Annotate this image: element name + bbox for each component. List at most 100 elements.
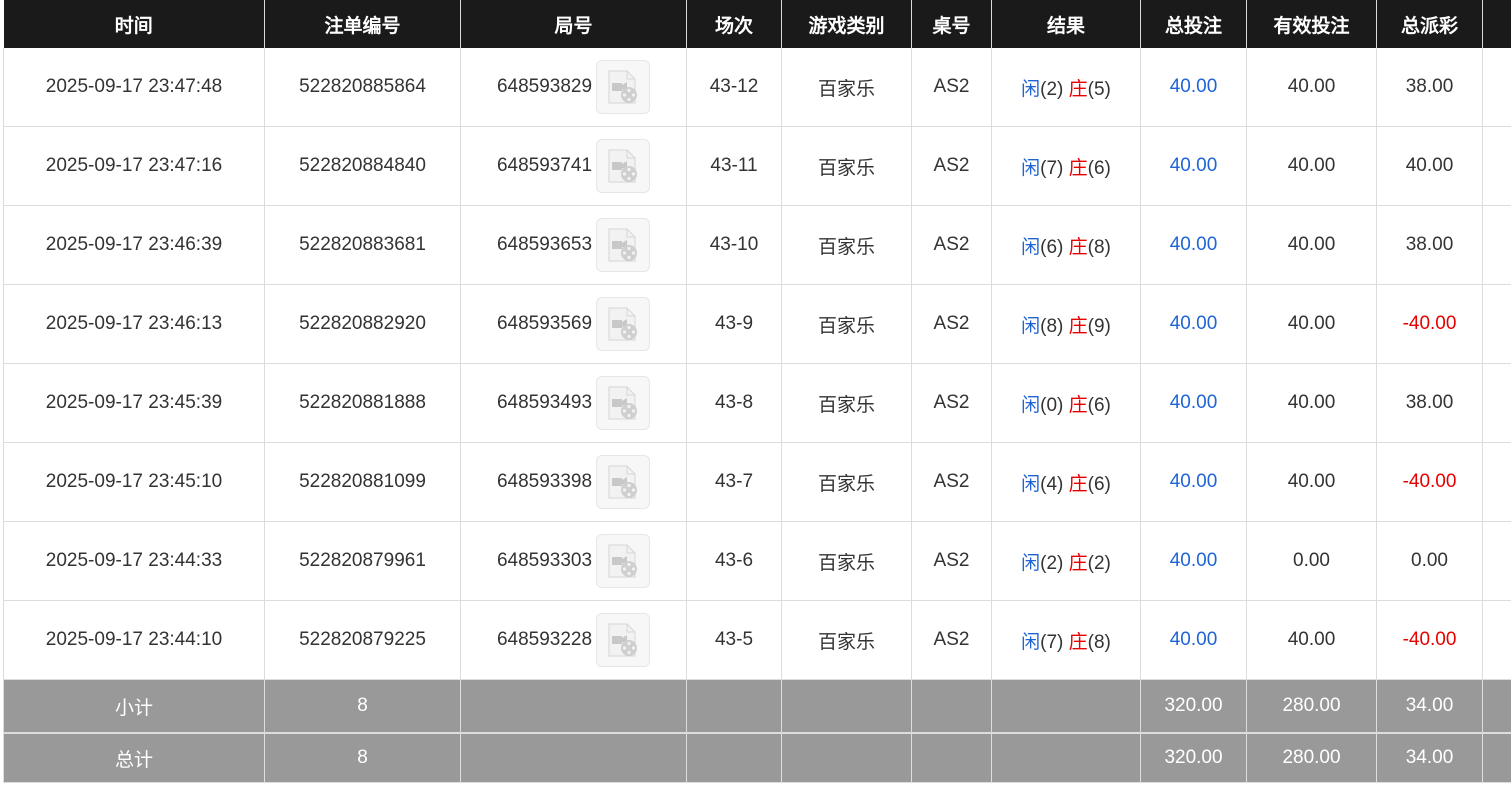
cell-round: 648593741 <box>460 126 687 206</box>
cell-game-type: 百家乐 <box>781 284 912 364</box>
header-time: 时间 <box>3 0 265 48</box>
banker-score: (6) <box>1087 394 1111 416</box>
cell-table: AS2 <box>911 521 992 601</box>
cell-bet-id: 522820881099 <box>264 442 461 522</box>
empty-cell <box>460 679 687 734</box>
summary-payout: 34.00 <box>1376 679 1483 734</box>
player-label: 闲 <box>1021 77 1041 100</box>
cell-payout: 38.00 <box>1376 363 1483 443</box>
banker-score: (6) <box>1087 157 1111 179</box>
cell-game-type: 百家乐 <box>781 442 912 522</box>
table-row: 2025-09-17 23:47:48 522820885864 6485938… <box>3 48 1511 127</box>
summary-count: 8 <box>264 679 461 734</box>
round-number: 648593829 <box>496 76 593 98</box>
cell-shoe: 43-9 <box>686 284 782 364</box>
video-replay-icon[interactable] <box>596 613 651 667</box>
cell-table: AS2 <box>911 205 992 285</box>
table-row: 2025-09-17 23:47:16 522820884840 6485937… <box>3 126 1511 206</box>
cell-time: 2025-09-17 23:46:13 <box>3 284 265 364</box>
banker-label: 庄 <box>1068 551 1088 574</box>
cell-bet-id: 522820885864 <box>264 48 461 127</box>
table-header: 时间 注单编号 局号 场次 游戏类别 桌号 结果 总投注 有效投注 总派彩 <box>3 0 1511 48</box>
video-replay-icon[interactable] <box>596 218 651 272</box>
video-replay-icon[interactable] <box>596 60 651 114</box>
cell-total-bet: 40.00 <box>1140 48 1247 127</box>
cell-extra <box>1482 442 1511 522</box>
video-replay-icon[interactable] <box>596 297 651 351</box>
cell-round: 648593303 <box>460 521 687 601</box>
banker-label: 庄 <box>1068 314 1088 337</box>
empty-cell <box>991 679 1141 734</box>
cell-game-type: 百家乐 <box>781 600 912 680</box>
cell-round: 648593398 <box>460 442 687 522</box>
cell-shoe: 43-10 <box>686 205 782 285</box>
cell-valid-bet: 40.00 <box>1246 284 1377 364</box>
player-score: (8) <box>1040 315 1064 337</box>
banker-label: 庄 <box>1068 630 1088 653</box>
header-total-bet: 总投注 <box>1140 0 1247 48</box>
video-replay-icon[interactable] <box>596 455 651 509</box>
empty-cell <box>1482 679 1511 734</box>
cell-valid-bet: 40.00 <box>1246 363 1377 443</box>
video-replay-icon[interactable] <box>596 139 651 193</box>
banker-score: (9) <box>1087 315 1111 337</box>
banker-score: (6) <box>1087 473 1111 495</box>
banker-score: (8) <box>1087 631 1111 653</box>
summary-total-bet: 320.00 <box>1140 679 1247 734</box>
cell-round: 648593829 <box>460 48 687 127</box>
cell-result: 闲(2) 庄(2) <box>991 521 1141 601</box>
banker-label: 庄 <box>1068 393 1088 416</box>
cell-valid-bet: 40.00 <box>1246 205 1377 285</box>
cell-time: 2025-09-17 23:47:16 <box>3 126 265 206</box>
cell-table: AS2 <box>911 48 992 127</box>
player-label: 闲 <box>1021 551 1041 574</box>
cell-payout: 38.00 <box>1376 48 1483 127</box>
cell-extra <box>1482 521 1511 601</box>
video-replay-icon[interactable] <box>596 376 651 430</box>
cell-bet-id: 522820881888 <box>264 363 461 443</box>
cell-valid-bet: 40.00 <box>1246 442 1377 522</box>
cell-total-bet: 40.00 <box>1140 442 1247 522</box>
cell-time: 2025-09-17 23:44:33 <box>3 521 265 601</box>
table-row: 2025-09-17 23:45:39 522820881888 6485934… <box>3 363 1511 443</box>
cell-payout: 0.00 <box>1376 521 1483 601</box>
player-label: 闲 <box>1021 235 1041 258</box>
header-shoe: 场次 <box>686 0 782 48</box>
empty-cell <box>991 732 1141 783</box>
cell-extra <box>1482 600 1511 680</box>
cell-shoe: 43-11 <box>686 126 782 206</box>
player-score: (2) <box>1040 552 1064 574</box>
cell-extra <box>1482 205 1511 285</box>
cell-time: 2025-09-17 23:45:39 <box>3 363 265 443</box>
player-score: (7) <box>1040 157 1064 179</box>
banker-label: 庄 <box>1068 77 1088 100</box>
cell-shoe: 43-12 <box>686 48 782 127</box>
cell-payout: 38.00 <box>1376 205 1483 285</box>
empty-cell <box>911 732 992 783</box>
header-bet-id: 注单编号 <box>264 0 461 48</box>
player-score: (0) <box>1040 394 1064 416</box>
player-label: 闲 <box>1021 314 1041 337</box>
cell-time: 2025-09-17 23:44:10 <box>3 600 265 680</box>
cell-extra <box>1482 284 1511 364</box>
banker-label: 庄 <box>1068 235 1088 258</box>
cell-payout: 40.00 <box>1376 126 1483 206</box>
cell-shoe: 43-5 <box>686 600 782 680</box>
cell-table: AS2 <box>911 600 992 680</box>
cell-payout: -40.00 <box>1376 600 1483 680</box>
player-score: (6) <box>1040 236 1064 258</box>
summary-label: 总计 <box>3 732 265 783</box>
header-round: 局号 <box>460 0 687 48</box>
summary-label: 小计 <box>3 679 265 734</box>
video-replay-icon[interactable] <box>596 534 651 588</box>
cell-payout: -40.00 <box>1376 284 1483 364</box>
cell-table: AS2 <box>911 126 992 206</box>
empty-cell <box>686 732 782 783</box>
cell-time: 2025-09-17 23:47:48 <box>3 48 265 127</box>
cell-shoe: 43-7 <box>686 442 782 522</box>
cell-total-bet: 40.00 <box>1140 205 1247 285</box>
summary-count: 8 <box>264 732 461 783</box>
cell-round: 648593228 <box>460 600 687 680</box>
table-row: 2025-09-17 23:45:10 522820881099 6485933… <box>3 442 1511 522</box>
cell-time: 2025-09-17 23:46:39 <box>3 205 265 285</box>
